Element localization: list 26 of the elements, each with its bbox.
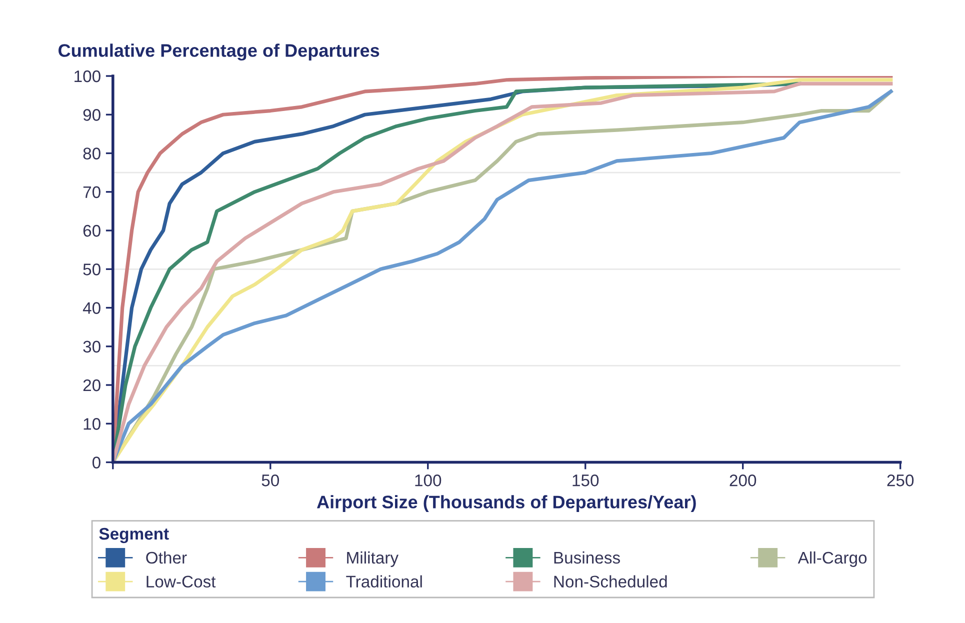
y-tick-label: 20 xyxy=(83,379,100,392)
legend-label: All-Cargo xyxy=(798,551,867,567)
legend-title: Segment xyxy=(99,528,169,544)
y-tick-label: 90 xyxy=(83,109,100,121)
legend-label: Low-Cost xyxy=(146,576,216,588)
y-tick-label: 0 xyxy=(92,456,100,468)
y-tick-label: 50 xyxy=(83,264,100,276)
legend-label: Traditional xyxy=(346,575,422,588)
y-tick-label: 40 xyxy=(82,302,100,314)
x-tick-label: 200 xyxy=(730,474,756,486)
y-tick-label: 10 xyxy=(84,418,100,430)
x-axis-title: Airport Size (Thousands of Departures/Year) xyxy=(316,495,696,512)
legend-label: Military xyxy=(347,551,399,567)
x-tick-label: 150 xyxy=(572,474,599,486)
legend-label: Non-Scheduled xyxy=(554,575,667,588)
y-axis-title: Cumulative Percentage of Departures xyxy=(58,44,380,61)
y-tick-label: 70 xyxy=(83,186,100,198)
y-tick-label: 30 xyxy=(83,340,100,353)
x-tick-label: 100 xyxy=(415,474,442,486)
x-tick-label: 50 xyxy=(262,474,280,486)
legend-label: Business xyxy=(554,551,620,564)
y-tick-label: 60 xyxy=(83,224,100,237)
x-tick-label: 250 xyxy=(887,474,914,486)
y-tick-label: 80 xyxy=(83,148,100,160)
y-tick-label: 100 xyxy=(74,70,100,82)
legend-label: Other xyxy=(146,551,187,564)
